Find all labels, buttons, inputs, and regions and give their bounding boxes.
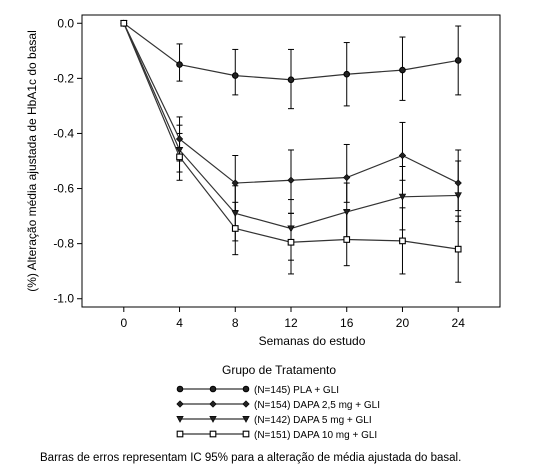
y-axis-label: (%) Alteração média ajustada de HbA1c do… [25,30,39,292]
legend-label: (N=145) PLA + GLI [254,385,339,396]
data-point [175,146,184,154]
data-point [287,76,295,84]
legend-marker [176,415,184,423]
legend-marker [176,430,184,438]
y-axis: 0.0 -0.2 -0.4 -0.6 -0.8 -1.0 [53,16,82,306]
x-axis-label: Semanas do estudo [259,334,366,348]
legend-marker [209,430,217,438]
data-point [176,153,183,161]
legend-marker [242,400,250,408]
y-tick-label: 0.0 [57,16,74,30]
x-tick-label: 12 [284,316,298,330]
data-point [399,66,406,74]
legend-label: (N=154) DAPA 2,5 mg + GLI [254,400,380,411]
y-tick-label: -0.2 [53,71,74,85]
legend-marker [176,385,184,393]
legend-label: (N=151) DAPA 10 mg + GLI [254,430,377,441]
legend-marker [209,385,217,393]
x-tick-label: 24 [452,316,466,330]
data-point [454,57,462,64]
x-tick-label: 0 [120,316,127,330]
legend: (N=145) PLA + GLI (N=154) DAPA 2,5 mg + G… [176,385,380,441]
data-point [343,236,351,243]
data-point [343,70,351,78]
legend-marker [242,415,250,423]
data-point [176,61,183,68]
x-tick-label: 16 [340,316,354,330]
data-point [231,225,239,232]
data-point [231,72,239,79]
caption: Barras de erros representam IC 95% para … [40,452,461,464]
data-point [343,208,351,216]
legend-marker [242,430,250,438]
y-tick-label: -0.4 [53,126,74,140]
legend-marker [209,400,217,408]
x-axis: 0 4 8 12 16 20 24 [120,307,465,330]
data-point [343,173,351,182]
data-point [399,237,406,245]
data-point [175,135,184,143]
x-tick-label: 4 [176,316,183,330]
data-point [454,179,462,187]
data-point [120,19,128,27]
data-point [287,238,295,246]
y-tick-label: -0.8 [53,237,74,251]
series-markers [120,19,462,253]
x-tick-label: 8 [232,316,239,330]
legend-marker [209,415,217,423]
data-point [287,176,295,184]
data-point [454,192,462,200]
data-point [398,151,407,160]
data-point [231,210,239,218]
y-tick-label: -0.6 [53,182,74,196]
data-point [231,179,239,187]
x-tick-label: 20 [396,316,410,330]
legend-marker [242,385,250,393]
data-point [454,245,462,253]
y-tick-label: -1.0 [53,292,74,306]
legend-title: Grupo de Tratamento [222,363,336,377]
data-point [287,225,295,233]
data-point [398,193,407,201]
legend-label: (N=142) DAPA 5 mg + GLI [254,415,372,426]
legend-marker [176,400,184,408]
